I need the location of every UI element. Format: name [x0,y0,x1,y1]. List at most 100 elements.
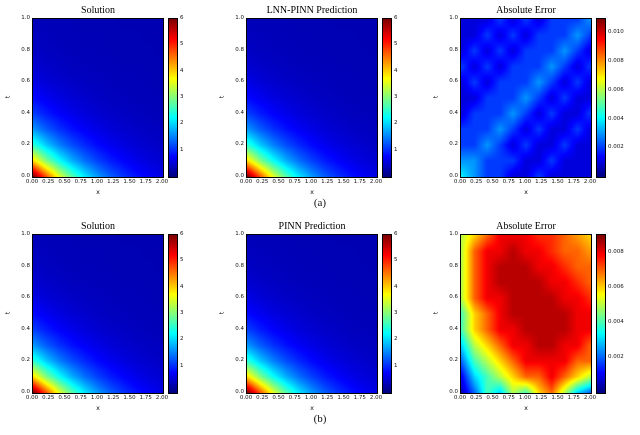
x-tick-label: 0.00 [453,179,467,185]
x-tick-label: 0.25 [470,395,483,401]
x-axis-label: x [310,188,314,196]
colorbar-tick-label: 1 [180,146,184,153]
x-tick-label: 2.00 [583,395,597,401]
colorbar-tick-label: 3 [180,310,184,316]
heatmap-canvas [32,18,164,178]
y-tick-label: 0.6 [235,294,244,301]
x-tick-label: 1.25 [321,395,334,401]
y-tick-label: 0.2 [235,141,244,148]
x-tick-label: 2.00 [155,395,169,401]
colorbar-tick-label: 4 [394,283,398,290]
y-axis-label: t [431,311,440,315]
colorbar-tick-label: 6 [394,15,398,21]
panel-lnn-pinn-prediction: LNN-PINN Prediction t x 0.0 0.2 0.4 0.6 0.8 1… [217,5,418,197]
y-tick-label: 0.6 [449,294,458,301]
y-tick-label: 0.4 [235,325,244,332]
y-tick-label: 0.4 [449,109,458,116]
y-tick-label: 0.6 [235,78,244,85]
y-tick-label: 0.6 [449,78,458,85]
x-tick-label: 0.50 [486,395,499,401]
x-tick-label: 0.00 [239,179,253,185]
y-axis-label: t [431,95,440,99]
x-tick-label: 1.75 [567,395,580,401]
x-tick-label: 1.00 [90,179,104,185]
y-tick-label: 0.8 [235,262,244,269]
x-tick-label: 0.00 [453,395,467,401]
x-tick-label: 1.50 [123,179,136,185]
x-tick-label: 1.75 [353,395,366,401]
x-tick-label: 1.50 [337,395,350,401]
colorbar-tick-label: 4 [394,67,398,74]
panel-title: LNN-PINN Prediction [266,5,358,16]
x-tick-label: 1.00 [304,179,318,185]
colorbar-tick-label: 6 [394,231,398,237]
x-tick-label: 1.00 [518,395,532,401]
x-tick-label: 0.75 [502,179,515,185]
colorbar-tick-label: 0.006 [608,283,624,290]
y-tick-label: 0.0 [21,173,30,179]
heatmap-canvas [460,18,592,178]
panel-title: PINN Prediction [278,221,346,232]
y-axis-label: t [217,311,226,315]
colorbar-tick-label: 0.008 [608,248,624,255]
x-tick-label: 0.50 [58,179,71,185]
x-tick-label: 1.50 [337,179,350,185]
y-tick-label: 0.2 [21,357,30,364]
y-tick-label: 0.2 [21,141,30,148]
colorbar-tick-label: 5 [180,257,184,264]
x-tick-label: 1.75 [567,179,580,185]
figure-row-b: Solution t x 0.0 0.2 0.4 0.6 0.8 1.0 0.00 0.25 0… [0,221,640,413]
x-tick-label: 0.25 [256,395,269,401]
colorbar-tick-label: 1 [394,362,398,369]
panel-title: Absolute Error [496,221,556,232]
x-tick-label: 1.25 [107,395,120,401]
x-axis-label: x [524,188,528,196]
x-tick-label: 2.00 [369,395,383,401]
x-tick-label: 1.25 [535,179,548,185]
x-tick-label: 0.25 [256,179,269,185]
colorbar-tick-label: 0.006 [608,86,624,93]
y-tick-label: 0.4 [235,109,244,116]
x-tick-label: 1.50 [551,179,564,185]
colorbar-tick-label: 0.002 [608,353,624,360]
colorbar-tick-label: 1 [394,146,398,153]
colorbar-tick-label: 3 [180,94,184,100]
colorbar [382,18,392,178]
colorbar [168,18,178,178]
x-tick-label: 2.00 [583,179,597,185]
x-tick-label: 0.50 [272,395,285,401]
y-axis-label: t [3,95,12,99]
y-tick-label: 0.0 [21,389,30,395]
panel-absolute-error-b: Absolute Error t x 0.0 0.2 0.4 0.6 0.8 1.0 0.0… [431,221,632,413]
x-tick-label: 0.75 [288,179,301,185]
x-tick-label: 0.75 [74,395,87,401]
x-tick-label: 2.00 [155,179,169,185]
caption-b: (b) [313,413,327,425]
x-tick-label: 1.75 [353,179,366,185]
x-tick-label: 1.00 [304,395,318,401]
y-tick-label: 0.6 [21,294,30,301]
y-tick-label: 0.0 [449,173,458,179]
heatmap-canvas [246,18,378,178]
panel-solution-a: Solution t x 0.0 0.2 0.4 0.6 0.8 1.0 0.00 0.25 0… [3,5,204,197]
colorbar-tick-label: 0.004 [608,115,624,122]
figure-row-a: Solution t x 0.0 0.2 0.4 0.6 0.8 1.0 0.00 0.25 0… [0,5,640,197]
x-tick-label: 1.25 [321,179,334,185]
colorbar-tick-label: 4 [180,67,184,74]
colorbar-tick-label: 5 [394,41,398,48]
x-tick-label: 0.00 [25,395,39,401]
x-tick-label: 1.00 [90,395,104,401]
colorbar-tick-label: 0.010 [608,29,624,36]
y-tick-label: 0.2 [449,357,458,364]
colorbar-tick-label: 2 [180,120,184,127]
y-tick-label: 0.8 [449,46,458,53]
colorbar-tick-label: 5 [394,257,398,264]
x-tick-label: 1.25 [535,395,548,401]
x-tick-label: 0.00 [239,395,253,401]
y-tick-label: 0.8 [449,262,458,269]
x-tick-label: 0.50 [58,395,71,401]
x-tick-label: 0.25 [42,395,55,401]
panel-title: Solution [81,5,115,16]
y-tick-label: 0.4 [449,325,458,332]
